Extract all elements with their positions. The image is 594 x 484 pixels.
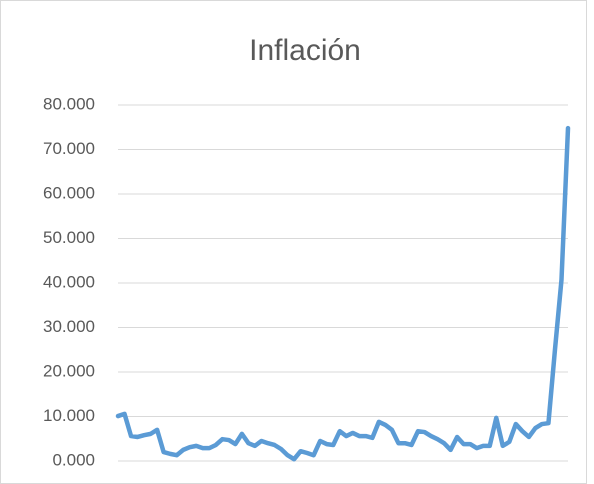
y-tick-label: 10.000: [43, 406, 95, 425]
y-tick-label: 50.000: [43, 228, 95, 247]
y-tick-label: 70.000: [43, 139, 95, 158]
chart-title: Inflación: [249, 34, 361, 67]
y-tick-label: 80.000: [43, 94, 95, 113]
y-tick-label: 40.000: [43, 272, 95, 291]
y-tick-label: 30.000: [43, 317, 95, 336]
y-tick-label: 0.000: [52, 450, 95, 469]
y-tick-label: 20.000: [43, 361, 95, 380]
data-line: [115, 125, 571, 462]
y-tick-label: 60.000: [43, 183, 95, 202]
